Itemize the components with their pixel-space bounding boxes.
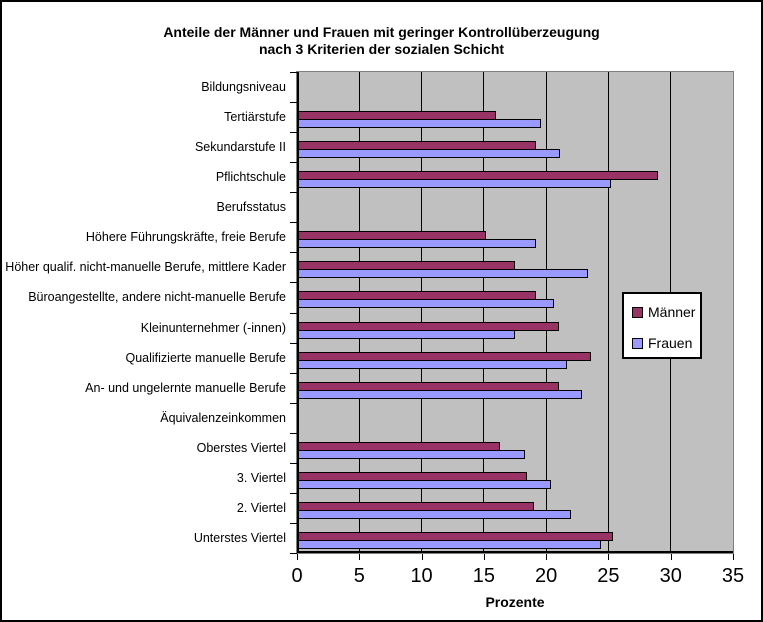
x-axis-tick	[421, 554, 423, 560]
x-axis-tick-label: 30	[659, 565, 682, 587]
legend-entry: Männer	[632, 305, 695, 319]
y-axis-tick	[290, 312, 297, 314]
x-axis-line	[297, 551, 733, 553]
legend: Männer Frauen	[622, 292, 702, 359]
x-axis-tick	[483, 554, 485, 560]
y-axis-line	[297, 72, 299, 553]
x-axis-tick	[733, 554, 734, 560]
y-axis-tick	[290, 252, 297, 254]
category-label: Qualifizierte manuelle Berufe	[125, 350, 287, 365]
y-axis-tick	[290, 462, 297, 464]
bar-frauen	[297, 509, 572, 519]
y-axis-tick	[290, 553, 297, 554]
bar-frauen	[297, 389, 583, 399]
y-axis-tick	[290, 162, 297, 164]
chart-title: Anteile der Männer und Frauen mit gering…	[2, 24, 761, 58]
category-label: 3. Viertel	[236, 470, 286, 485]
y-axis-tick	[290, 192, 297, 194]
y-axis-tick	[290, 72, 297, 73]
bar-frauen	[297, 179, 611, 189]
y-axis-tick	[290, 132, 297, 134]
category-label: Höhere Führungskräfte, freie Berufe	[85, 230, 286, 245]
bar-frauen	[297, 479, 552, 489]
x-axis-tick-label: 35	[721, 565, 745, 587]
gridline	[545, 72, 547, 553]
chart-title-line1: Anteile der Männer und Frauen mit gering…	[163, 24, 600, 40]
legend-swatch-frauen	[632, 337, 643, 349]
category-label: Tertiärstufe	[224, 110, 286, 125]
x-axis-tick	[359, 554, 361, 560]
category-label: Äquivalenzeinkommen	[160, 410, 286, 425]
x-axis-tick-label: 25	[597, 565, 620, 587]
x-axis-tick-label: 0	[291, 565, 303, 587]
bar-frauen	[297, 119, 542, 129]
category-label: Pflichtschule	[215, 170, 286, 185]
category-label: Berufsstatus	[216, 200, 286, 215]
category-label: Sekundarstufe II	[194, 140, 286, 155]
bar-frauen	[297, 269, 589, 279]
x-axis-tick-label: 5	[353, 565, 365, 587]
gridline	[421, 72, 423, 553]
category-label: Bildungsniveau	[201, 80, 286, 94]
y-axis-tick	[290, 282, 297, 284]
gridline	[483, 72, 485, 553]
x-axis-tick	[670, 554, 672, 560]
bar-frauen	[297, 449, 525, 459]
x-axis-tick-label: 10	[410, 565, 433, 587]
y-axis-tick	[290, 522, 297, 524]
gridline	[358, 72, 360, 553]
gridline	[607, 72, 609, 553]
bar-frauen	[297, 149, 560, 159]
y-axis-tick	[290, 372, 297, 374]
x-axis-tick	[297, 554, 298, 560]
chart-title-line2: nach 3 Kriterien der sozialen Schicht	[258, 41, 505, 57]
y-axis-tick	[290, 342, 297, 344]
y-axis-tick	[290, 222, 297, 224]
x-axis-tick	[546, 554, 548, 560]
bar-frauen	[297, 239, 537, 249]
y-axis-tick	[290, 432, 297, 434]
legend-swatch-männer	[632, 306, 643, 318]
x-axis-tick-label: 15	[472, 565, 495, 587]
x-axis-tick-label: 20	[535, 565, 558, 587]
y-axis-tick	[290, 402, 297, 404]
category-label: Oberstes Viertel	[196, 440, 286, 455]
bar-frauen	[297, 539, 601, 549]
bar-frauen	[297, 329, 515, 339]
category-label: An- und ungelernte manuelle Berufe	[85, 380, 286, 395]
legend-label: Frauen	[648, 335, 693, 351]
category-label: Büroangestellte, andere nicht-manuelle B…	[28, 290, 286, 305]
category-label: 2. Viertel	[236, 500, 286, 515]
bar-frauen	[297, 359, 568, 369]
category-label: Unterstes Viertel	[193, 530, 286, 545]
legend-label: Männer	[648, 304, 696, 320]
x-axis-title: Prozente	[485, 594, 545, 610]
category-label: Kleinunternehmer (-innen)	[140, 320, 286, 335]
y-axis-tick	[290, 492, 297, 494]
legend-entry: Frauen	[632, 336, 692, 350]
y-axis-tick	[290, 102, 297, 104]
x-axis-tick	[608, 554, 610, 560]
category-label: Höher qualif. nicht-manuelle Berufe, mit…	[5, 260, 286, 275]
bar-frauen	[297, 299, 554, 309]
